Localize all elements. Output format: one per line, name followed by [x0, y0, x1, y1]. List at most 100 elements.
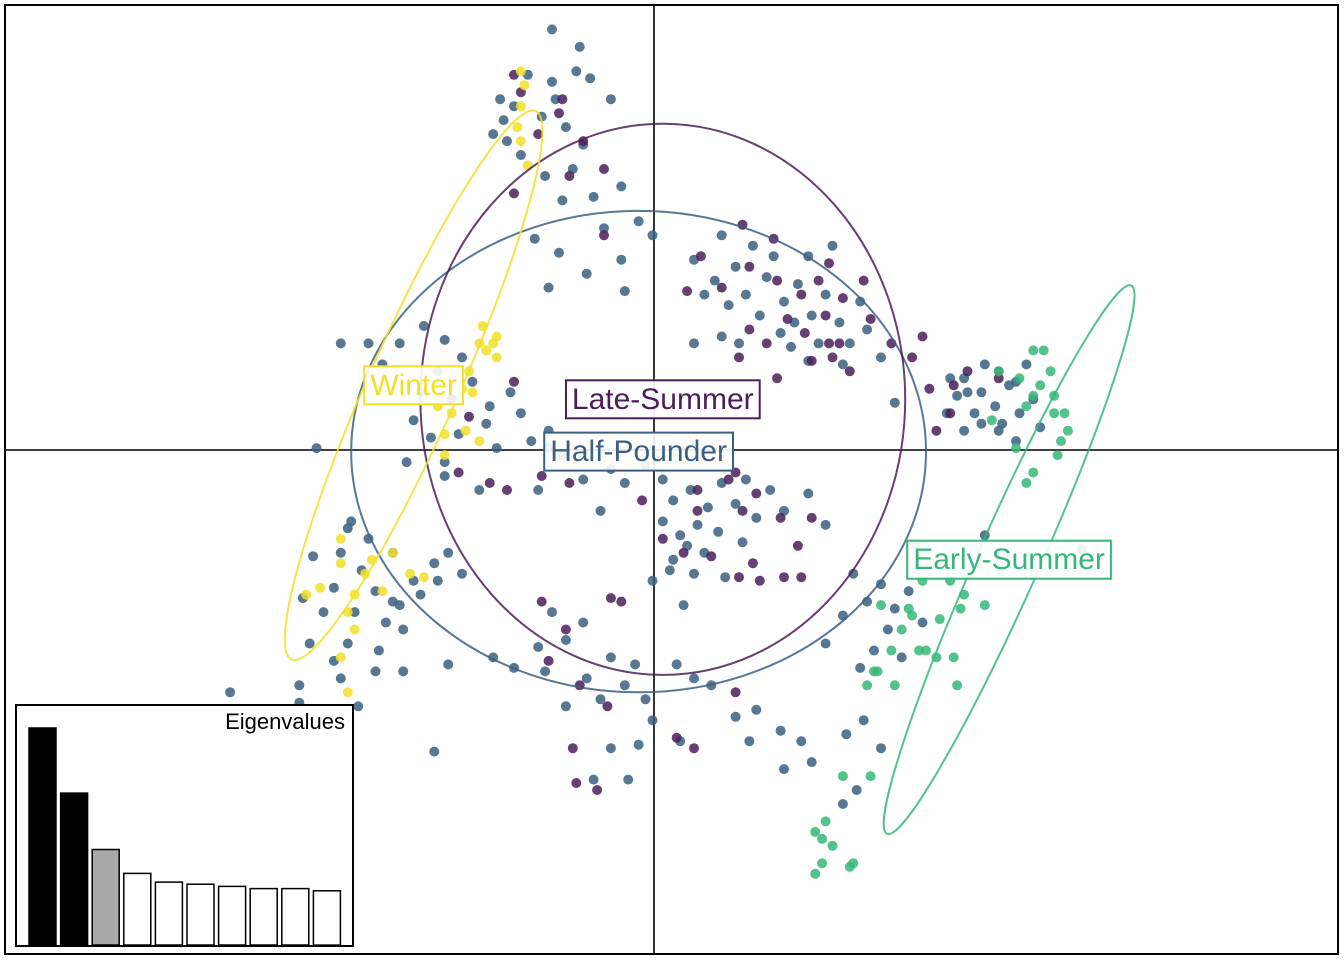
point-winter [360, 568, 371, 579]
point-late-summer [858, 275, 869, 286]
point-late-summer [716, 282, 727, 293]
point-half-pounder [509, 101, 519, 112]
point-half-pounder [308, 551, 319, 562]
point-half-pounder [633, 216, 644, 227]
point-early-summer [955, 603, 966, 614]
point-winter [405, 568, 416, 579]
point-half-pounder [851, 785, 862, 795]
point-early-summer [844, 861, 855, 872]
point-late-summer [682, 286, 693, 297]
point-early-summer [1028, 467, 1039, 478]
point-half-pounder [418, 321, 429, 331]
point-half-pounder [425, 432, 436, 443]
point-late-summer [782, 314, 793, 324]
point-winter [522, 160, 533, 171]
point-half-pounder [779, 296, 789, 307]
point-half-pounder [491, 443, 502, 454]
point-half-pounder [668, 495, 679, 506]
point-half-pounder [443, 659, 454, 670]
point-half-pounder [692, 519, 703, 530]
point-half-pounder [605, 652, 616, 663]
point-half-pounder [723, 300, 734, 311]
point-half-pounder [716, 331, 727, 342]
label-winter: Winter [363, 365, 464, 406]
label-text-early-summer: Early-Summer [913, 543, 1105, 576]
eigenvalues-inset: Eigenvalues [15, 704, 354, 947]
point-early-summer [1028, 390, 1039, 401]
point-half-pounder [335, 673, 346, 684]
point-half-pounder [540, 666, 551, 677]
ellipse-half-pounder [350, 209, 927, 694]
point-winter [491, 331, 502, 342]
point-half-pounder [837, 799, 848, 809]
point-late-summer [806, 355, 817, 366]
point-early-summer [1059, 408, 1070, 419]
point-early-summer [1049, 408, 1060, 419]
label-early-summer: Early-Summer [906, 539, 1112, 580]
point-late-summer [692, 485, 703, 495]
point-early-summer [827, 840, 838, 851]
point-half-pounder [1011, 436, 1021, 447]
point-late-summer [754, 575, 765, 586]
point-half-pounder [370, 666, 381, 677]
point-half-pounder [599, 223, 609, 234]
point-half-pounder [488, 129, 499, 140]
point-half-pounder [702, 502, 713, 513]
point-early-summer [876, 600, 886, 611]
point-half-pounder [429, 746, 440, 757]
point-late-summer [605, 593, 616, 604]
label-box-winter [363, 365, 464, 406]
point-winter [418, 572, 429, 583]
point-late-summer [564, 171, 575, 181]
point-half-pounder [889, 603, 900, 614]
point-early-summer [979, 600, 990, 611]
point-half-pounder [380, 617, 391, 628]
point-half-pounder [533, 485, 544, 495]
point-late-summer [924, 383, 935, 394]
point-half-pounder [616, 181, 627, 192]
eigenvalue-bar [123, 872, 152, 946]
point-late-summer [779, 572, 789, 583]
point-half-pounder [837, 359, 848, 370]
point-late-summer [671, 732, 682, 743]
point-winter [349, 624, 360, 635]
point-half-pounder [869, 645, 879, 656]
point-half-pounder [526, 436, 537, 447]
point-half-pounder [401, 457, 412, 468]
point-half-pounder [754, 310, 765, 321]
eigenvalues-title: Eigenvalues [225, 709, 345, 734]
point-half-pounder [848, 568, 859, 579]
point-late-summer [692, 505, 703, 516]
point-half-pounder [962, 387, 973, 398]
point-half-pounder [595, 694, 606, 705]
point-early-summer [921, 645, 931, 656]
point-half-pounder [716, 230, 727, 241]
point-winter [342, 687, 353, 698]
point-half-pounder [505, 387, 516, 398]
point-late-summer [751, 488, 762, 499]
point-winter [377, 586, 388, 597]
point-half-pounder [529, 233, 540, 244]
eigenvalue-bar [59, 792, 89, 946]
point-half-pounder [720, 572, 731, 583]
point-half-pounder [678, 600, 689, 611]
point-half-pounder [834, 317, 845, 328]
point-half-pounder [349, 607, 360, 618]
point-half-pounder [294, 680, 305, 691]
point-half-pounder [484, 401, 495, 412]
point-late-summer [723, 474, 734, 485]
point-half-pounder [495, 94, 506, 105]
point-half-pounder [751, 704, 762, 715]
point-winter [387, 547, 398, 558]
point-half-pounder [335, 338, 346, 349]
point-half-pounder [858, 715, 869, 726]
point-late-summer [502, 485, 512, 495]
point-early-summer [1056, 436, 1066, 447]
point-late-summer [962, 366, 973, 377]
point-early-summer [889, 680, 900, 691]
point-half-pounder [876, 579, 886, 590]
point-half-pounder [630, 659, 641, 670]
point-half-pounder [557, 195, 568, 206]
point-half-pounder [803, 488, 814, 499]
point-half-pounder [844, 338, 855, 349]
